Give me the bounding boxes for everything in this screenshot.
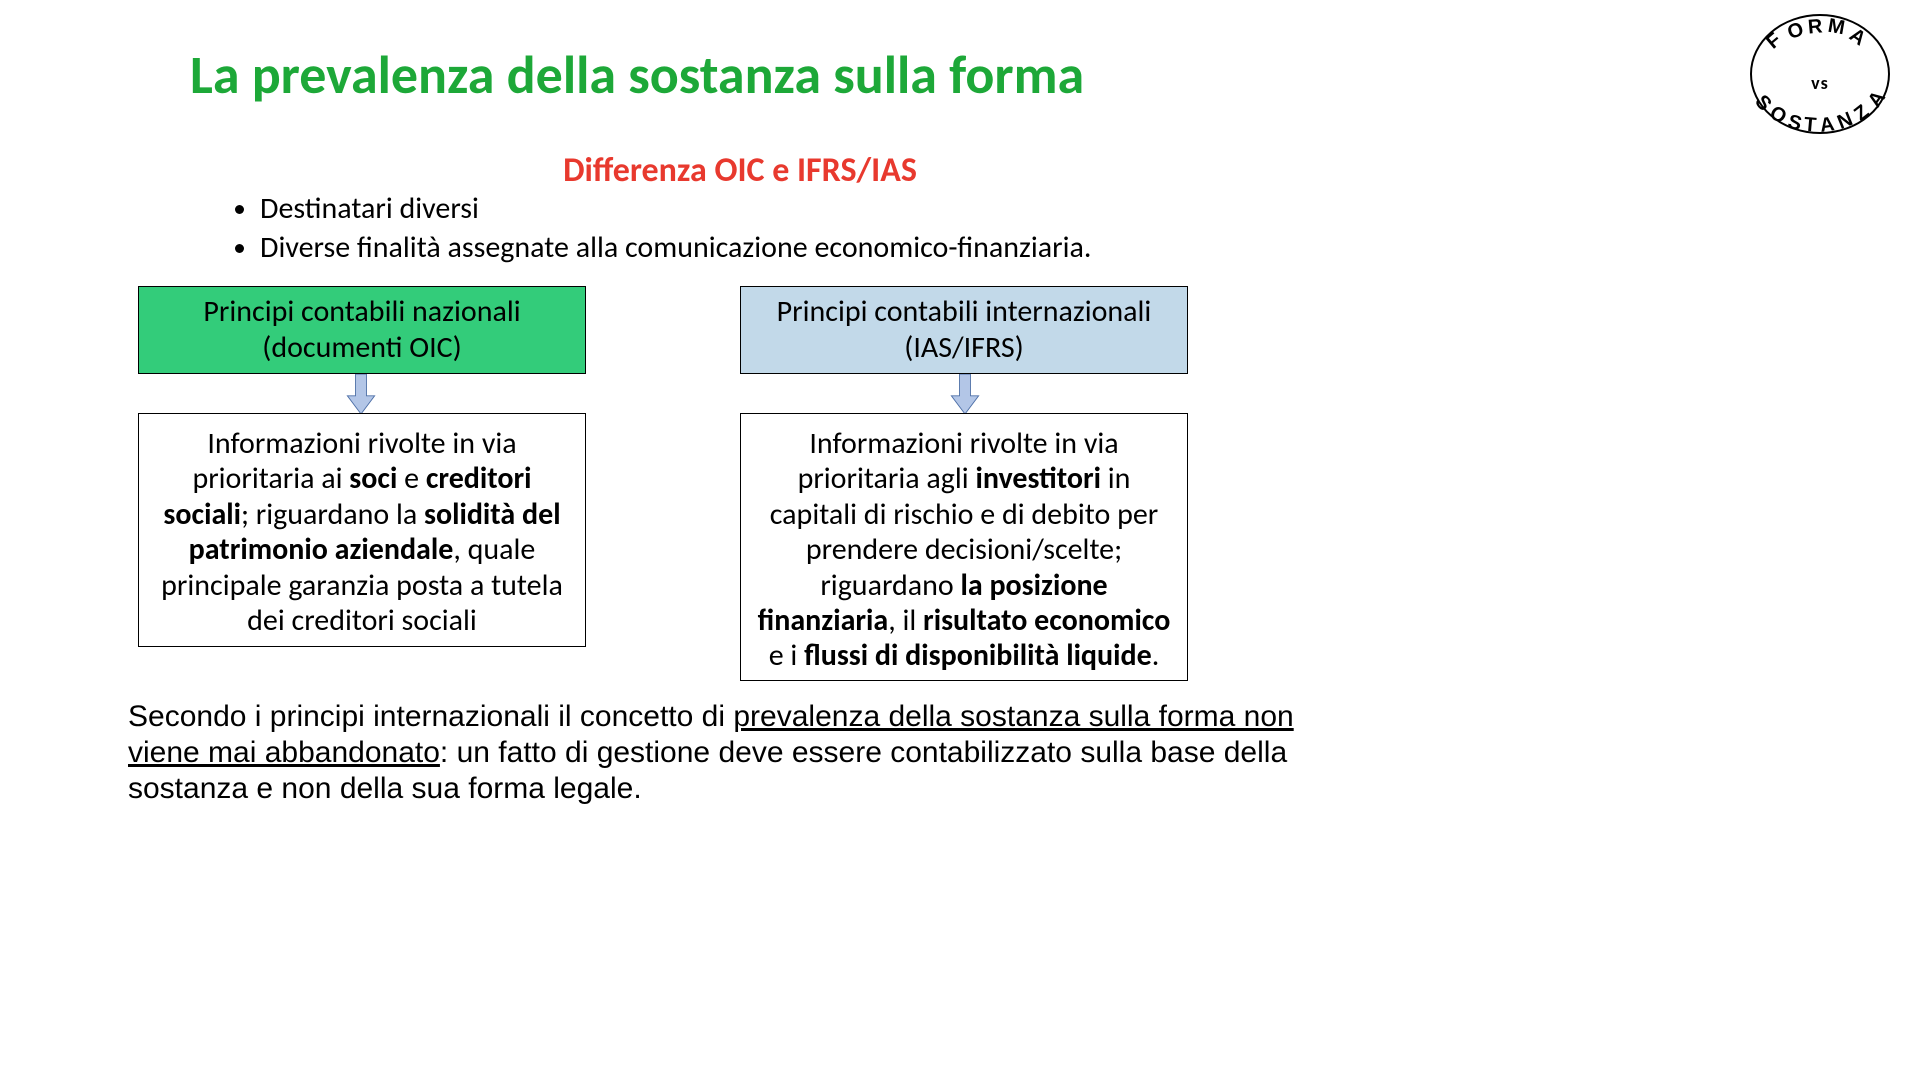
slide-subtitle: Differenza OIC e IFRS/IAS	[0, 150, 1480, 191]
bold-text: flussi di disponibilità liquide	[804, 637, 1152, 674]
left-header-box: Principi contabili nazionali (documenti …	[138, 286, 586, 374]
text: Secondo i principi internazionali il con…	[128, 700, 733, 733]
text: , il	[888, 602, 923, 639]
bullet-list: Destinatari diversi Diverse finalità ass…	[240, 190, 1091, 268]
arrow-down-icon	[950, 374, 980, 414]
arrow-down-icon	[346, 374, 376, 414]
text: ; riguardano la	[241, 496, 424, 533]
right-header-box: Principi contabili internazionali (IAS/I…	[740, 286, 1188, 374]
text: .	[1152, 637, 1160, 674]
left-header-line1: Principi contabili nazionali	[203, 293, 520, 330]
bold-text: risultato economico	[923, 602, 1170, 639]
right-header-line2: (IAS/IFRS)	[904, 329, 1024, 366]
forma-sostanza-stamp-icon: F O R M A vs S O S T A N Z A	[1740, 10, 1900, 138]
text: e i	[769, 637, 804, 674]
bullet-item: Diverse finalità assegnate alla comunica…	[260, 229, 1091, 266]
footer-paragraph: Secondo i principi internazionali il con…	[128, 699, 1328, 807]
bold-text: soci	[349, 460, 397, 497]
left-header-line2: (documenti OIC)	[262, 329, 462, 366]
bullet-item: Destinatari diversi	[260, 190, 1091, 227]
text: e	[397, 460, 426, 497]
right-content-box: Informazioni rivolte in via prioritaria …	[740, 413, 1188, 681]
right-header-line1: Principi contabili internazionali	[777, 293, 1152, 330]
bold-text: investitori	[975, 460, 1101, 497]
slide-title: La prevalenza della sostanza sulla forma	[190, 42, 1084, 108]
left-content-box: Informazioni rivolte in via prioritaria …	[138, 413, 586, 647]
